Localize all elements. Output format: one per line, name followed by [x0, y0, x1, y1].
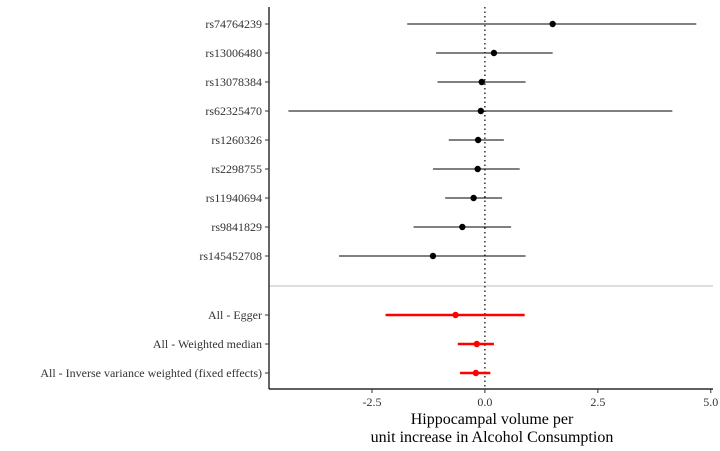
y-tick-label: rs74764239 [205, 17, 262, 31]
snp-point [478, 78, 485, 86]
y-tick-label: rs11940694 [206, 191, 262, 205]
y-tick-label: All - Egger [208, 308, 262, 322]
x-tick-label: -2.5 [362, 395, 381, 409]
summary-point [472, 369, 480, 377]
y-tick-label: rs9841829 [211, 220, 262, 234]
snp-point [459, 223, 466, 231]
x-tick-label: 0.0 [477, 395, 492, 409]
data-marks [288, 20, 697, 377]
x-axis-label-line-2: unit increase in Alcohol Consumption [371, 429, 614, 446]
y-tick-label: rs2298755 [211, 162, 262, 176]
x-tick-label: 5.0 [703, 395, 718, 409]
summary-point [452, 311, 459, 319]
y-tick-label: All - Weighted median [153, 337, 262, 351]
snp-point [429, 252, 437, 260]
x-tick-label: 2.5 [590, 395, 605, 409]
y-tick-label: rs13006480 [205, 46, 262, 60]
snp-point [490, 49, 498, 57]
y-tick-label: All - Inverse variance weighted (fixed e… [40, 366, 262, 380]
y-tick-label: rs62325470 [205, 104, 262, 118]
x-axis-label-line-1: Hippocampal volume per [411, 411, 574, 428]
snp-point [474, 136, 482, 144]
snp-point [470, 194, 477, 202]
summary-point [473, 340, 480, 348]
axis-ticks: -2.5 0.0 2.5 5.0 rs74764239 rs13006480 rs13078… [40, 17, 718, 409]
snp-point [549, 20, 556, 28]
y-tick-label: rs13078384 [205, 75, 262, 89]
snp-point [477, 107, 485, 115]
snp-point [474, 165, 481, 173]
y-tick-label: rs1260326 [211, 133, 262, 147]
y-tick-label: rs145452708 [199, 249, 262, 263]
